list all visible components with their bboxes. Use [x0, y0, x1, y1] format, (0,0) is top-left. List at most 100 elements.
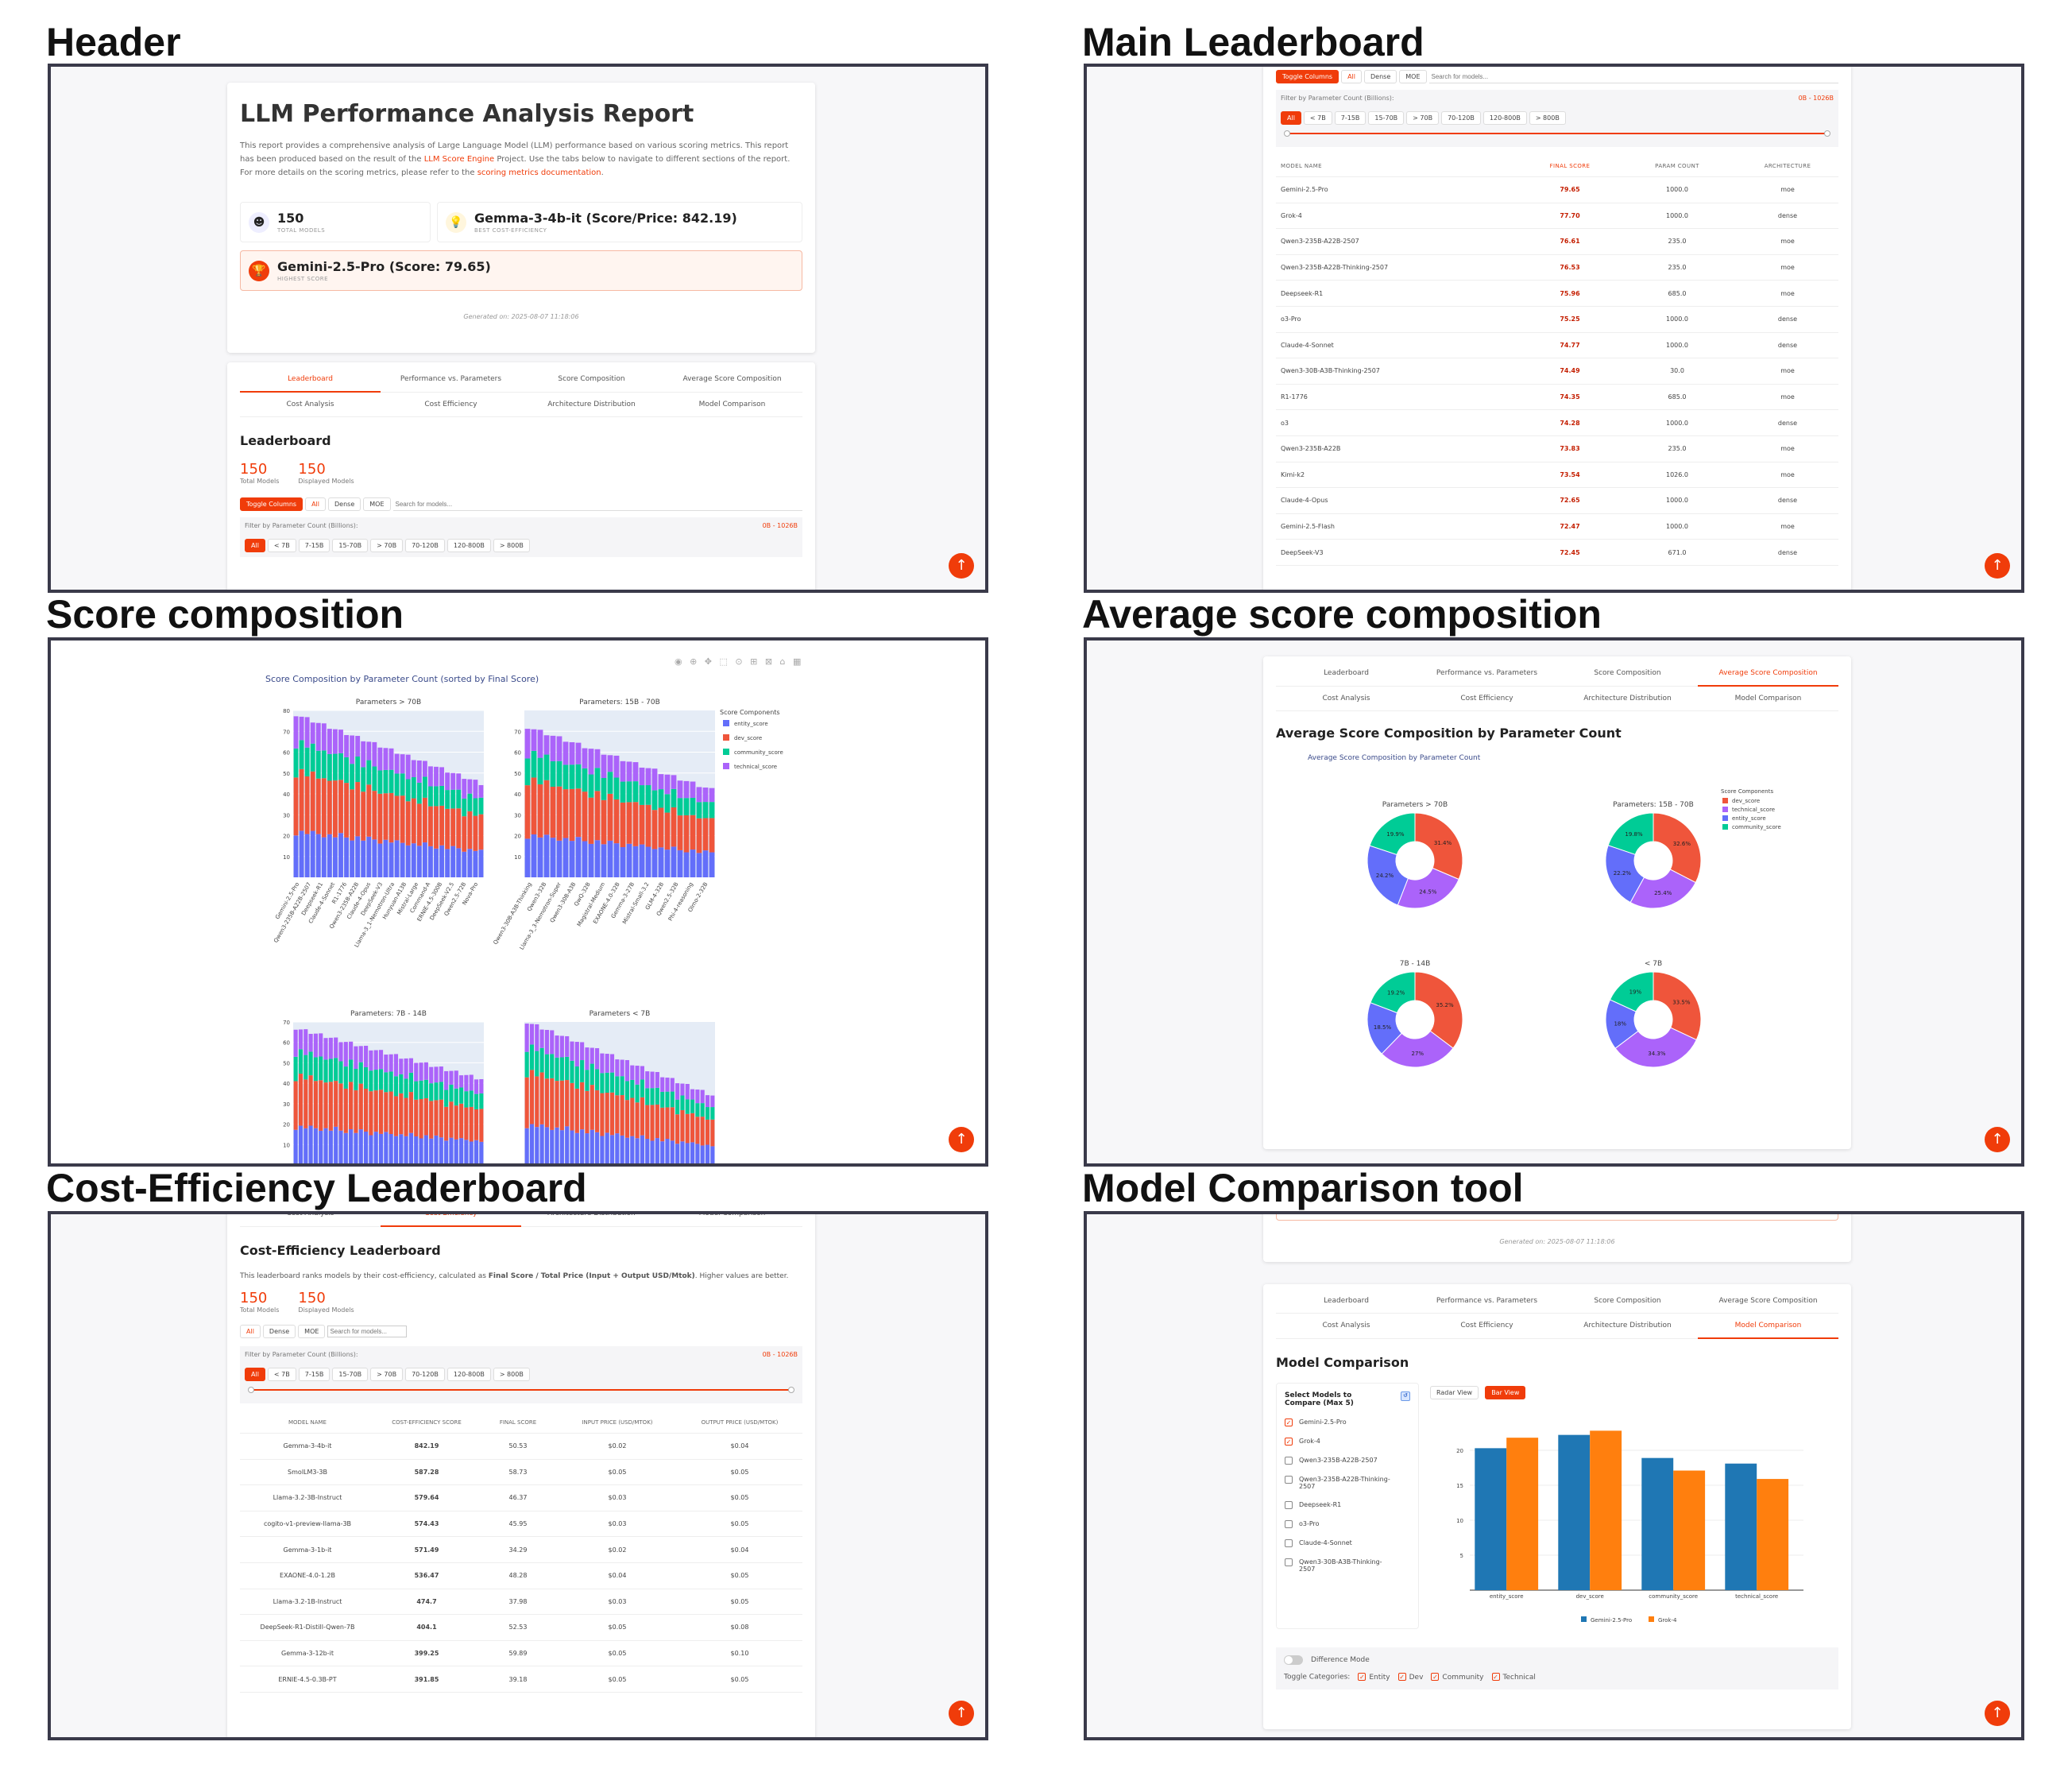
stacked-bar-segment[interactable]	[319, 1056, 323, 1081]
stacked-bar-segment[interactable]	[685, 1099, 690, 1114]
stacked-bar-segment[interactable]	[605, 1054, 609, 1073]
stacked-bar-segment[interactable]	[639, 844, 645, 877]
stacked-bar-segment[interactable]	[565, 1126, 570, 1163]
scroll-top-button[interactable]: ↑	[1985, 553, 2010, 579]
stacked-bar-segment[interactable]	[450, 772, 456, 790]
stacked-bar-segment[interactable]	[319, 1130, 323, 1163]
stacked-bar-segment[interactable]	[696, 802, 702, 819]
stacked-bar-segment[interactable]	[327, 834, 332, 877]
stacked-bar-segment[interactable]	[459, 1138, 464, 1163]
stacked-bar-segment[interactable]	[620, 1135, 624, 1163]
stacked-bar-segment[interactable]	[327, 753, 332, 781]
stacked-bar-segment[interactable]	[655, 1104, 659, 1139]
stacked-bar-segment[interactable]	[550, 761, 556, 787]
stacked-bar-segment[interactable]	[299, 830, 304, 877]
legend-swatch[interactable]	[1722, 824, 1728, 830]
toggle-columns-button[interactable]: Toggle Columns	[240, 497, 303, 511]
stacked-bar-segment[interactable]	[700, 1103, 705, 1117]
stacked-bar-segment[interactable]	[544, 1054, 549, 1079]
stacked-bar-segment[interactable]	[298, 1125, 303, 1163]
param-filter-button[interactable]: 15-70B	[332, 1368, 369, 1381]
stacked-bar-segment[interactable]	[310, 830, 315, 877]
stacked-bar-segment[interactable]	[570, 1041, 574, 1061]
legend-swatch[interactable]	[723, 734, 729, 741]
stacked-bar-segment[interactable]	[450, 789, 456, 809]
stacked-bar-segment[interactable]	[710, 1107, 715, 1120]
stacked-bar-segment[interactable]	[293, 835, 299, 877]
table-row[interactable]: DeepSeek-V3 72.45 671.0 dense	[1276, 540, 1838, 566]
stacked-bar-segment[interactable]	[298, 1049, 303, 1074]
stacked-bar-segment[interactable]	[321, 837, 327, 877]
stacked-bar-segment[interactable]	[705, 1095, 710, 1108]
stacked-bar-segment[interactable]	[429, 1066, 434, 1084]
stacked-bar-segment[interactable]	[680, 1141, 685, 1163]
stacked-bar-segment[interactable]	[690, 1113, 695, 1143]
stacked-bar-segment[interactable]	[454, 1105, 458, 1140]
checkbox-icon[interactable]: ✓	[1397, 1673, 1406, 1681]
stacked-bar-segment[interactable]	[543, 834, 550, 877]
select-all-icon[interactable]: ↺	[1401, 1391, 1410, 1401]
stacked-bar-segment[interactable]	[361, 767, 366, 792]
stacked-bar-segment[interactable]	[394, 773, 400, 796]
stacked-bar-segment[interactable]	[405, 779, 411, 802]
param-filter-button[interactable]: 15-70B	[1368, 111, 1405, 125]
stacked-bar-segment[interactable]	[595, 1090, 600, 1132]
tab-score-composition[interactable]: Score Composition	[1557, 661, 1698, 687]
model-checkbox[interactable]: Claude-4-Sonnet	[1285, 1539, 1410, 1547]
param-filter-button[interactable]: > 70B	[370, 539, 404, 552]
param-filter-button[interactable]: 120-800B	[446, 1368, 491, 1381]
stacked-bar-segment[interactable]	[632, 762, 639, 782]
stacked-bar-segment[interactable]	[388, 1054, 393, 1072]
stacked-bar-segment[interactable]	[308, 1033, 313, 1052]
stacked-bar-segment[interactable]	[338, 1083, 343, 1131]
stacked-bar-segment[interactable]	[293, 1081, 298, 1130]
param-filter-button[interactable]: 70-120B	[405, 539, 445, 552]
stacked-bar-segment[interactable]	[378, 1069, 384, 1090]
stacked-bar-segment[interactable]	[613, 799, 620, 844]
stacked-bar-segment[interactable]	[570, 1082, 574, 1131]
stacked-bar-segment[interactable]	[343, 1088, 348, 1133]
stacked-bar-segment[interactable]	[605, 1093, 609, 1133]
stacked-bar-segment[interactable]	[366, 836, 372, 877]
tab-leaderboard[interactable]: Leaderboard	[1276, 1289, 1417, 1314]
stacked-bar-segment[interactable]	[709, 802, 715, 819]
stacked-bar-segment[interactable]	[630, 1079, 635, 1098]
stacked-bar-segment[interactable]	[600, 1053, 605, 1074]
stacked-bar-segment[interactable]	[422, 797, 427, 843]
stacked-bar-segment[interactable]	[416, 782, 422, 804]
stacked-bar-segment[interactable]	[556, 761, 562, 787]
stacked-bar-segment[interactable]	[671, 846, 677, 877]
stacked-bar-segment[interactable]	[383, 839, 388, 877]
stacked-bar-segment[interactable]	[310, 743, 315, 772]
stacked-bar-segment[interactable]	[559, 1130, 564, 1163]
stacked-bar-segment[interactable]	[670, 1140, 675, 1163]
model-checkbox[interactable]: ✓ Grok-4	[1285, 1438, 1410, 1446]
param-filter-button[interactable]: > 70B	[1406, 111, 1440, 125]
stacked-bar-segment[interactable]	[393, 1054, 399, 1077]
stacked-bar-segment[interactable]	[690, 850, 696, 877]
stacked-bar-segment[interactable]	[555, 1081, 559, 1128]
stacked-bar-segment[interactable]	[364, 1066, 369, 1089]
stacked-bar-segment[interactable]	[626, 843, 632, 877]
table-row[interactable]: EXAONE-4.0-1.2B 536.47 48.28 $0.04 $0.05	[240, 1563, 802, 1589]
param-filter-button[interactable]: 15-70B	[332, 539, 369, 552]
stacked-bar-segment[interactable]	[559, 1080, 564, 1131]
stacked-bar-segment[interactable]	[308, 1051, 313, 1076]
comparison-bar[interactable]	[1475, 1448, 1507, 1590]
stacked-bar-segment[interactable]	[680, 1109, 685, 1142]
stacked-bar-segment[interactable]	[580, 1129, 585, 1163]
stacked-bar-segment[interactable]	[384, 1092, 388, 1132]
stacked-bar-segment[interactable]	[588, 749, 594, 775]
stacked-bar-segment[interactable]	[671, 788, 677, 808]
stacked-bar-segment[interactable]	[400, 754, 405, 774]
tab-score-composition[interactable]: Score Composition	[1557, 1289, 1698, 1314]
stacked-bar-segment[interactable]	[620, 1059, 624, 1077]
stacked-bar-segment[interactable]	[696, 787, 702, 803]
stacked-bar-segment[interactable]	[685, 1084, 690, 1100]
filter-all-button[interactable]: All	[1341, 70, 1362, 83]
stacked-bar-segment[interactable]	[454, 1088, 458, 1106]
stacked-bar-segment[interactable]	[702, 802, 709, 819]
stacked-bar-segment[interactable]	[524, 785, 531, 839]
stacked-bar-segment[interactable]	[377, 747, 383, 771]
stacked-bar-segment[interactable]	[372, 839, 377, 877]
